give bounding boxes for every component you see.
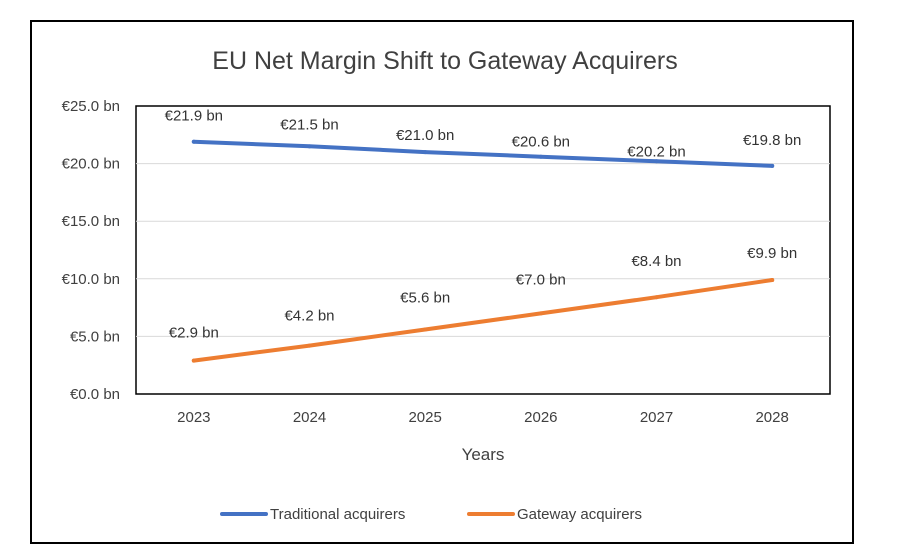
y-tick-label: €15.0 bn (62, 213, 120, 230)
data-label: €21.5 bn (280, 116, 338, 133)
y-tick-label: €5.0 bn (70, 328, 120, 345)
y-tick-label: €25.0 bn (62, 98, 120, 115)
data-label: €5.6 bn (400, 289, 450, 306)
series-line (191, 278, 775, 363)
data-point (770, 163, 775, 168)
plot-area (135, 105, 831, 395)
chart-svg: EU Net Margin Shift to Gateway Acquirers… (62, 47, 831, 523)
x-tick-label: 2024 (293, 409, 326, 426)
data-label: €8.4 bn (631, 253, 681, 270)
data-label: €19.8 bn (743, 132, 801, 149)
x-tick-label: 2026 (524, 409, 557, 426)
x-axis-ticks: 2023 2024 2025 2026 2027 2028 (177, 409, 789, 426)
chart-title: EU Net Margin Shift to Gateway Acquirers (212, 47, 677, 75)
data-point (191, 139, 196, 144)
x-tick-label: 2025 (408, 409, 441, 426)
chart-frame: EU Net Margin Shift to Gateway Acquirers… (30, 20, 854, 544)
data-point (307, 144, 312, 149)
y-tick-label: €20.0 bn (62, 156, 120, 173)
y-tick-label: €10.0 bn (62, 271, 120, 288)
data-point (191, 358, 196, 363)
y-axis-ticks: €0.0 bn €5.0 bn €10.0 bn €15.0 bn €20.0 bn €2… (62, 98, 120, 403)
x-tick-label: 2028 (755, 409, 788, 426)
data-label: €7.0 bn (516, 271, 566, 288)
data-point (654, 159, 659, 164)
data-point (654, 295, 659, 300)
data-label: €20.6 bn (512, 134, 570, 151)
series-line (191, 139, 775, 168)
x-tick-label: 2023 (177, 409, 210, 426)
data-label: €2.9 bn (169, 325, 219, 342)
y-tick-label: €0.0 bn (70, 386, 120, 403)
legend-item: Gateway acquirers (467, 506, 642, 523)
data-label: €4.2 bn (284, 308, 334, 325)
data-label: €21.9 bn (165, 108, 223, 125)
data-label: €20.2 bn (627, 143, 685, 160)
data-point (307, 343, 312, 348)
legend: Traditional acquirers Gateway acquirers (220, 506, 642, 523)
data-point (770, 277, 775, 282)
data-label: €9.9 bn (747, 245, 797, 262)
legend-item: Traditional acquirers (220, 506, 405, 523)
data-point (538, 154, 543, 159)
legend-label: Traditional acquirers (270, 506, 405, 523)
series-lines (191, 139, 775, 363)
legend-label: Gateway acquirers (517, 506, 642, 523)
data-point (538, 311, 543, 316)
x-tick-label: 2027 (640, 409, 673, 426)
data-labels: €21.9 bn €21.5 bn €21.0 bn €20.6 bn €20.2 bn… (165, 108, 802, 342)
data-point (423, 327, 428, 332)
x-axis-title: Years (462, 445, 505, 464)
data-label: €21.0 bn (396, 127, 454, 144)
grid-lines (136, 163, 830, 337)
data-point (423, 150, 428, 155)
